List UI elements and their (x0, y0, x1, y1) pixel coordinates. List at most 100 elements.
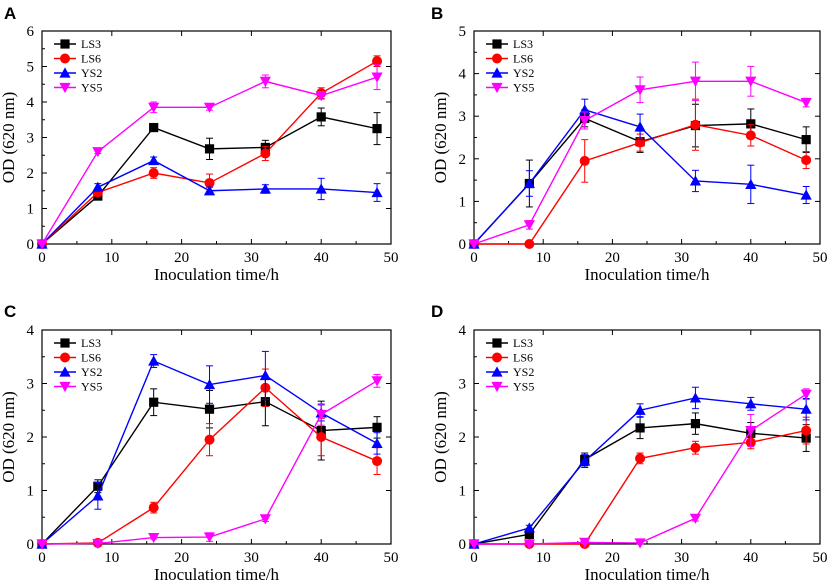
data-point (92, 538, 104, 550)
data-point (801, 425, 812, 436)
data-point (745, 425, 757, 437)
legend-item-ys2: YS2 (486, 365, 534, 379)
legend-label: YS5 (81, 81, 102, 95)
chart-panel-d: D 0 10 20 30 40 50 0 1 2 3 4 Inoculation time/h OD (6… (431, 302, 828, 584)
panel-letter: B (431, 4, 443, 23)
chart-panel-b: B 0 10 20 30 40 50 0 1 2 3 4 5 Inoculation time/h OD (… (431, 4, 828, 284)
data-point (523, 539, 535, 550)
legend-label: YS5 (513, 380, 534, 394)
x-tick-label: 0 (38, 550, 46, 566)
data-point (36, 539, 48, 550)
data-point (315, 91, 327, 102)
x-axis-label: Inoculation time/h (154, 565, 280, 584)
data-point (800, 389, 812, 400)
legend-marker (59, 381, 71, 393)
data-point (371, 72, 383, 83)
data-point (315, 409, 327, 421)
data-point (690, 119, 701, 130)
legend-label: YS2 (81, 66, 102, 80)
y-tick-label: 2 (27, 166, 35, 182)
data-point (203, 378, 216, 390)
legend-item-ls6: LS6 (486, 52, 533, 66)
legend-marker (492, 39, 502, 49)
data-point (634, 404, 646, 415)
legend-label: YS5 (513, 81, 534, 95)
y-tick-label: 2 (459, 152, 467, 168)
data-point (689, 175, 702, 186)
data-point (689, 76, 702, 87)
legend-marker (59, 366, 71, 377)
data-point (689, 392, 702, 403)
legend-marker (60, 352, 70, 363)
data-point (745, 178, 757, 189)
data-point (690, 419, 701, 429)
data-point (204, 177, 215, 188)
legend-item-ys5: YS5 (486, 380, 534, 394)
data-point (92, 181, 104, 192)
legend-label: YS5 (81, 380, 102, 394)
y-tick-label: 5 (459, 24, 467, 40)
legend-marker (60, 338, 70, 348)
data-point (468, 539, 480, 550)
legend-label: LS6 (513, 351, 533, 365)
y-tick-label: 0 (459, 237, 467, 253)
data-point (371, 186, 383, 198)
y-tick-label: 3 (459, 109, 467, 125)
series-line (473, 80, 807, 245)
data-point (524, 239, 535, 249)
data-point (148, 102, 160, 113)
x-tick-label: 10 (536, 250, 551, 266)
legend-label: LS3 (513, 37, 533, 51)
series-ys5 (36, 373, 383, 550)
x-tick-label: 10 (104, 250, 119, 266)
y-tick-label: 3 (27, 377, 35, 393)
data-point (372, 56, 383, 67)
x-tick-label: 30 (674, 550, 689, 566)
data-point (259, 514, 271, 525)
data-point (689, 513, 702, 524)
data-point (149, 397, 159, 407)
x-tick-label: 0 (470, 250, 478, 266)
legend-label: LS3 (81, 37, 101, 51)
legend-marker (60, 39, 70, 49)
x-tick-label: 40 (314, 550, 329, 566)
data-point (745, 130, 756, 141)
legend-item-ys5: YS5 (54, 81, 102, 95)
y-axis-label: OD (620 nm) (431, 391, 450, 483)
x-tick-label: 20 (174, 550, 189, 566)
y-tick-label: 2 (459, 430, 467, 446)
x-tick-label: 40 (743, 250, 758, 266)
y-tick-label: 0 (27, 237, 35, 253)
x-tick-label: 30 (244, 250, 259, 266)
y-tick-label: 3 (27, 131, 35, 147)
legend-label: LS6 (81, 351, 101, 365)
data-point (316, 112, 326, 122)
legend-marker (491, 366, 503, 377)
x-tick-label: 0 (38, 250, 46, 266)
x-tick-label: 20 (605, 550, 620, 566)
data-point (260, 148, 271, 159)
series-ys2 (468, 98, 812, 249)
data-point (371, 437, 383, 449)
y-tick-label: 4 (27, 323, 35, 339)
x-tick-label: 50 (813, 250, 828, 266)
legend-label: LS6 (513, 52, 533, 66)
y-tick-label: 6 (27, 24, 35, 40)
data-point (634, 538, 646, 549)
data-point (745, 398, 757, 409)
y-tick-label: 4 (459, 67, 467, 83)
legend-item-ls3: LS3 (54, 37, 101, 51)
series-line (41, 159, 378, 245)
legend-label: LS3 (81, 336, 101, 350)
x-tick-label: 50 (384, 250, 399, 266)
data-point (315, 183, 327, 194)
data-point (371, 376, 383, 387)
series-ys5 (468, 388, 812, 550)
legend-item-ls6: LS6 (486, 351, 533, 365)
data-point (148, 502, 159, 513)
legend-marker (491, 82, 503, 94)
legend-item-ys2: YS2 (54, 66, 102, 80)
